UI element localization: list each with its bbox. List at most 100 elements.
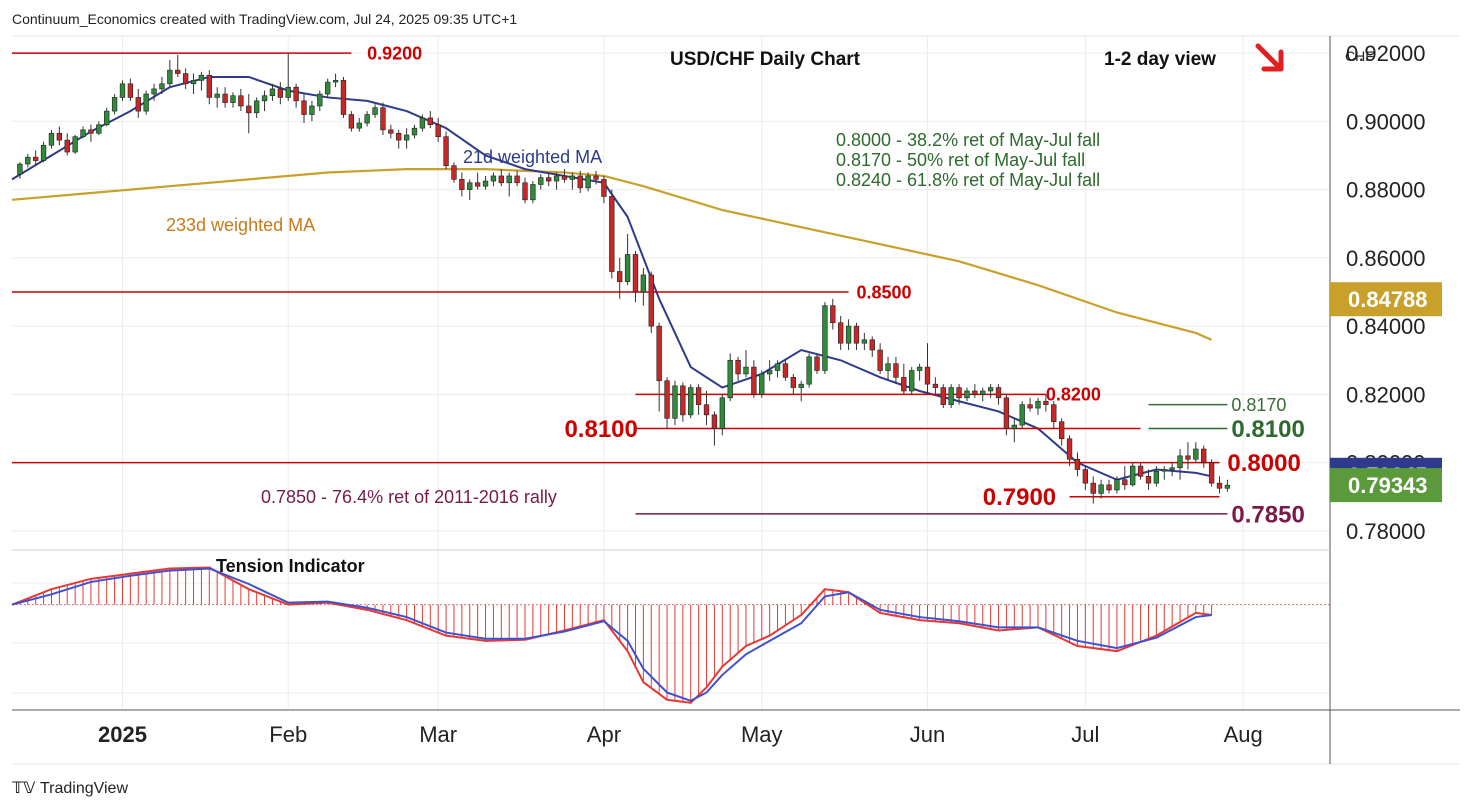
candle — [1043, 394, 1049, 412]
candle-body — [1177, 455, 1183, 469]
candle-body — [838, 322, 844, 344]
candle-body — [1137, 465, 1144, 477]
candle — [774, 360, 781, 378]
candle-body — [546, 177, 552, 182]
candle-body — [916, 366, 923, 371]
candle — [1169, 462, 1175, 477]
candle — [1145, 469, 1152, 490]
candle-body — [688, 387, 694, 416]
candle-body — [972, 390, 978, 395]
candle — [474, 172, 481, 190]
candle — [743, 350, 749, 378]
candle-body — [451, 165, 457, 180]
x-tick-label: Apr — [587, 722, 621, 747]
candle — [17, 162, 23, 179]
candle — [593, 170, 599, 185]
candle — [759, 370, 765, 398]
candle — [159, 76, 165, 95]
candle — [388, 124, 394, 139]
candle — [727, 353, 733, 402]
candle — [680, 382, 686, 422]
candle-body — [672, 385, 678, 419]
candle-body — [766, 370, 773, 375]
candle-body — [798, 383, 804, 388]
candle — [522, 177, 528, 204]
candle-body — [774, 363, 781, 371]
candle — [546, 172, 552, 187]
y-tick-label: 0.84000 — [1346, 314, 1426, 339]
candle — [25, 153, 31, 168]
candle-body — [1201, 448, 1207, 463]
candle-body — [664, 380, 670, 419]
candle-body — [356, 122, 362, 129]
candle-body — [490, 175, 497, 182]
candle — [648, 271, 654, 333]
candle — [893, 356, 899, 385]
candle — [1066, 435, 1073, 467]
candle — [798, 380, 804, 402]
candle — [719, 394, 725, 436]
candle — [238, 88, 244, 112]
level-label-0.8000: 0.8000 — [1227, 450, 1300, 477]
candle — [459, 172, 465, 197]
candle-body — [901, 377, 907, 392]
candle-body — [987, 387, 994, 392]
price-badge-text: 0.79343 — [1348, 473, 1428, 498]
candle — [861, 332, 868, 351]
candle — [530, 181, 536, 204]
candle — [1224, 479, 1231, 492]
candle — [1106, 479, 1112, 494]
view-label: 1-2 day view — [1104, 49, 1216, 70]
candle-body — [695, 387, 702, 405]
candle — [33, 150, 39, 166]
candle — [119, 80, 126, 101]
candle-body — [348, 114, 355, 129]
axes: 0.92000 0.90000 0.88000 0.86000 0.84000 0.820… — [12, 36, 1460, 764]
candle-body — [1169, 467, 1175, 470]
x-tick-label: Jun — [910, 722, 945, 747]
price-badge-0.84788 — [1330, 282, 1442, 317]
candle-body — [427, 117, 433, 126]
candle — [1114, 476, 1120, 494]
candle — [1208, 459, 1215, 487]
candle — [901, 363, 907, 395]
candle-body — [317, 93, 323, 107]
candle — [845, 319, 852, 351]
candle-body — [1185, 455, 1191, 460]
tv-icon: 𝕋𝕍 — [12, 780, 36, 797]
candle — [688, 384, 694, 419]
candle — [285, 53, 291, 101]
candle — [703, 390, 710, 426]
candle — [995, 384, 1002, 405]
candle-body — [1145, 476, 1152, 484]
target-label-0.7850: 0.7850 — [1231, 501, 1304, 528]
candle-body — [238, 95, 244, 107]
candle — [490, 172, 497, 187]
candle — [609, 189, 615, 279]
candle-body — [869, 339, 875, 351]
candlesticks — [17, 53, 1231, 504]
candle-body — [885, 363, 891, 371]
candle — [932, 377, 939, 395]
candle-body — [640, 274, 647, 293]
candle — [182, 68, 189, 89]
candle-body — [1051, 404, 1057, 423]
candle-body — [782, 363, 789, 378]
candle-body — [372, 107, 378, 115]
candle-body — [135, 97, 141, 112]
note-7850: 0.7850 - 76.4% ret of 2011-2016 rally — [261, 487, 557, 507]
x-tick-label: Mar — [419, 722, 457, 747]
candle — [1090, 476, 1096, 504]
y-tick-label: 0.88000 — [1346, 178, 1426, 203]
candle — [48, 129, 55, 149]
target-label-0.8170: 0.8170 — [1231, 395, 1286, 415]
candle — [364, 111, 370, 127]
candle-body — [443, 136, 449, 167]
candle-body — [459, 179, 465, 190]
candle-body — [940, 387, 946, 405]
candle — [246, 94, 252, 134]
candle — [1074, 452, 1081, 477]
candle-body — [222, 93, 228, 103]
candle-body — [1074, 458, 1081, 470]
